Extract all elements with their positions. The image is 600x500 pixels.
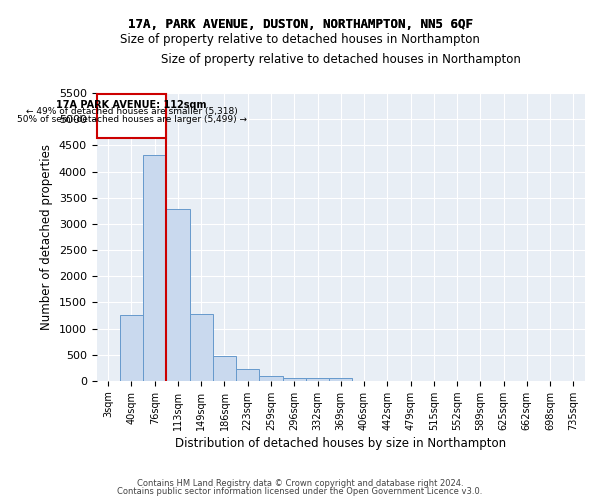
FancyBboxPatch shape — [97, 94, 166, 138]
Text: ← 49% of detached houses are smaller (5,318): ← 49% of detached houses are smaller (5,… — [26, 107, 238, 116]
Bar — [166, 209, 190, 381]
Text: Contains public sector information licensed under the Open Government Licence v3: Contains public sector information licen… — [118, 487, 482, 496]
Text: 17A, PARK AVENUE, DUSTON, NORTHAMPTON, NN5 6QF: 17A, PARK AVENUE, DUSTON, NORTHAMPTON, N… — [128, 18, 473, 30]
Bar — [236, 370, 259, 381]
Bar — [190, 314, 213, 381]
Title: Size of property relative to detached houses in Northampton: Size of property relative to detached ho… — [161, 52, 521, 66]
Bar — [283, 378, 306, 381]
Bar — [329, 378, 352, 381]
Bar — [143, 155, 166, 381]
Text: Contains HM Land Registry data © Crown copyright and database right 2024.: Contains HM Land Registry data © Crown c… — [137, 478, 463, 488]
Y-axis label: Number of detached properties: Number of detached properties — [40, 144, 53, 330]
Bar — [259, 376, 283, 381]
Text: 17A PARK AVENUE: 112sqm: 17A PARK AVENUE: 112sqm — [56, 100, 207, 110]
X-axis label: Distribution of detached houses by size in Northampton: Distribution of detached houses by size … — [175, 437, 506, 450]
Bar — [213, 356, 236, 381]
Text: 50% of semi-detached houses are larger (5,499) →: 50% of semi-detached houses are larger (… — [17, 115, 247, 124]
Text: 17A, PARK AVENUE, DUSTON, NORTHAMPTON, NN5 6QF: 17A, PARK AVENUE, DUSTON, NORTHAMPTON, N… — [128, 18, 473, 30]
Text: Size of property relative to detached houses in Northampton: Size of property relative to detached ho… — [120, 32, 480, 46]
Bar — [120, 315, 143, 381]
Bar — [306, 378, 329, 381]
